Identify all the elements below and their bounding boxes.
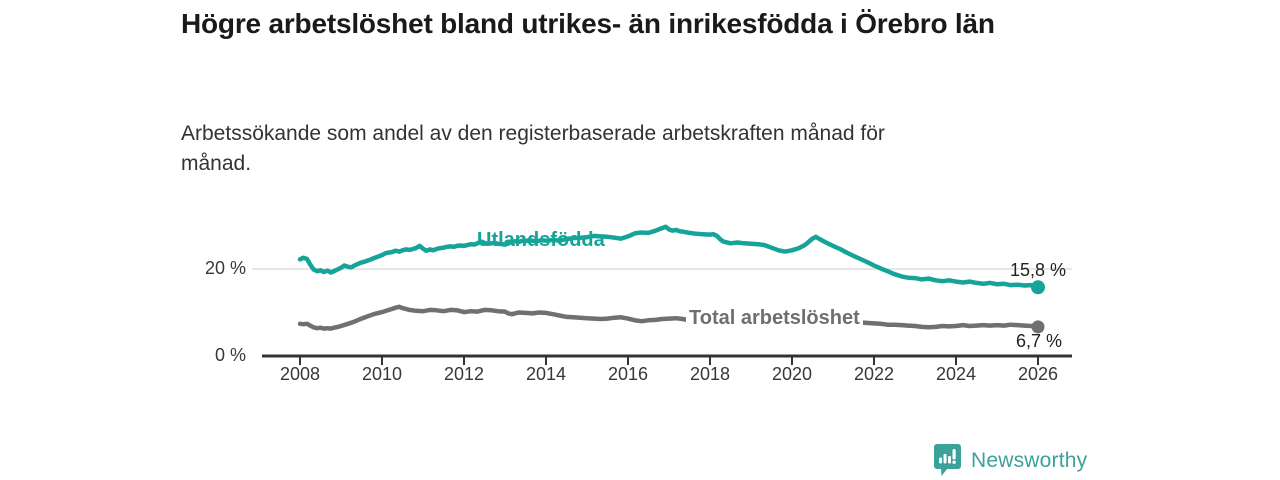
chart-subtitle: Arbetssökande som andel av den registerb… <box>181 122 885 175</box>
page-title: Högre arbetslöshet bland utrikes- än inr… <box>181 8 995 39</box>
series-line-1 <box>297 304 1041 331</box>
x-tick-label: 2024 <box>935 364 977 384</box>
x-tick-label: 2026 <box>1017 364 1059 384</box>
series-line-0 <box>297 224 1041 290</box>
newsworthy-brand: Newsworthy <box>934 444 1087 477</box>
x-tick-label: 2018 <box>689 364 731 384</box>
end-value-label-total-arbetsloshet: 6,7 % <box>1015 331 1062 351</box>
end-value-label-utlandsfodda: 15,8 % <box>1009 260 1066 280</box>
x-tick-label: 2008 <box>279 364 321 384</box>
series-label-total-arbetsloshet: Total arbetslöshet <box>686 306 863 331</box>
bar-chart-exclamation-pin-icon <box>934 444 961 476</box>
x-tick-label: 2014 <box>525 364 567 384</box>
series-label-utlandsfodda: Utlandsfödda <box>477 229 605 251</box>
x-tick-label: 2020 <box>771 364 813 384</box>
x-tick-label: 2012 <box>443 364 485 384</box>
brand-name: Newsworthy <box>971 448 1088 472</box>
y-tick-label: 20 % <box>204 258 246 278</box>
x-tick-label: 2010 <box>361 364 403 384</box>
x-tick-label: 2022 <box>853 364 895 384</box>
series-end-dot-0 <box>1031 280 1045 295</box>
x-tick-label: 2016 <box>607 364 649 384</box>
y-tick-label: 0 % <box>214 345 246 365</box>
series-end-dot-1 <box>1031 320 1045 334</box>
